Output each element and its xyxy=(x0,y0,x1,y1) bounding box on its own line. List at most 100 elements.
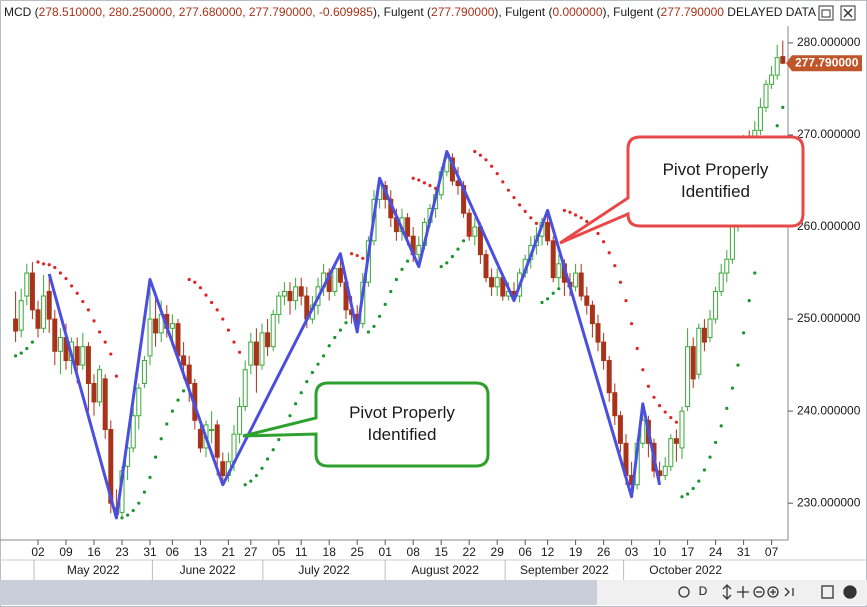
window-buttons[interactable] xyxy=(818,5,856,21)
candle-body xyxy=(276,295,282,315)
header-segment: 278.510000, 280.250000, 277.680000, 277.… xyxy=(39,5,374,19)
palette-icon[interactable] xyxy=(843,585,857,599)
sar-dot xyxy=(394,277,398,282)
sar-dot xyxy=(607,251,611,255)
x-tick-label: 22 xyxy=(463,545,477,559)
sar-dot xyxy=(775,124,779,128)
sar-dot xyxy=(70,284,74,288)
sar-dot xyxy=(428,183,432,188)
x-tick-label: 21 xyxy=(222,545,236,559)
x-tick-label: 31 xyxy=(143,545,157,559)
sar-dot xyxy=(540,300,544,305)
sar-dot xyxy=(142,490,146,494)
candle-body xyxy=(293,286,299,302)
x-tick-label: 08 xyxy=(407,545,421,559)
candle-body xyxy=(147,318,153,357)
settings-icon[interactable] xyxy=(678,586,690,598)
candle-body xyxy=(332,267,338,292)
month-label: October 2022 xyxy=(649,563,722,577)
sar-dot xyxy=(462,239,466,243)
candle-body xyxy=(662,465,668,477)
sar-dot xyxy=(747,299,751,303)
zoom-in-plus xyxy=(770,589,776,595)
sar-dot xyxy=(669,415,673,420)
restore-button[interactable] xyxy=(818,5,834,21)
sar-dot xyxy=(176,398,180,402)
candle-body xyxy=(35,309,41,329)
candle-body xyxy=(102,378,108,431)
list-icon[interactable] xyxy=(821,585,834,599)
candle-body xyxy=(550,240,556,279)
sar-dot xyxy=(518,203,522,207)
period-button[interactable]: D xyxy=(699,584,708,598)
y-tick-label: 230.000000 xyxy=(797,495,861,509)
sar-dot xyxy=(378,314,382,318)
close-icon xyxy=(843,8,853,18)
callout-box xyxy=(559,135,805,245)
zoom-in-icon[interactable] xyxy=(767,586,779,598)
candle-body xyxy=(701,327,707,343)
candle-body xyxy=(584,295,590,306)
sar-dot xyxy=(344,321,348,325)
candle-body xyxy=(253,341,259,366)
x-tick-label: 05 xyxy=(272,545,286,559)
sar-dot xyxy=(148,475,152,480)
navigator[interactable] xyxy=(0,580,597,605)
candle-body xyxy=(489,277,495,288)
candle-body xyxy=(668,438,674,467)
sar-dot xyxy=(92,319,96,323)
candle-body xyxy=(74,346,80,366)
sar-dot xyxy=(602,240,606,244)
candle-body xyxy=(52,318,58,352)
candle-body xyxy=(97,369,103,403)
sar-dot xyxy=(742,331,746,335)
sar-dot xyxy=(187,277,191,282)
header-segment: ), Fulgent ( xyxy=(373,5,431,19)
sar-dot xyxy=(411,176,415,180)
sar-dot xyxy=(277,438,281,442)
header-segment: MCD ( xyxy=(4,5,39,19)
y-tick-label: 260.000000 xyxy=(797,219,861,233)
x-tick-label: 23 xyxy=(115,545,129,559)
sar-dot xyxy=(439,264,443,269)
last-price-label: 277.790000 xyxy=(795,55,859,69)
sar-dot xyxy=(288,414,292,418)
header-segment: 277.790000 xyxy=(661,5,725,19)
sar-dot xyxy=(254,473,258,478)
sar-dot xyxy=(114,374,118,378)
y-tick-label: 250.000000 xyxy=(797,311,861,325)
candle-body xyxy=(729,226,735,260)
sar-dot xyxy=(574,213,578,217)
candle-body xyxy=(416,244,422,256)
sar-dot xyxy=(165,422,169,426)
sar-dot xyxy=(702,468,707,472)
scale-icon[interactable] xyxy=(722,584,732,600)
sar-dot xyxy=(75,291,79,295)
candle-body xyxy=(270,313,276,348)
plot-area: 230.000000 240.000000 250.000000 260.000000… xyxy=(13,35,862,580)
candle-body xyxy=(606,359,612,394)
candle-body xyxy=(197,429,203,449)
sar-dot xyxy=(445,261,449,265)
sar-dot xyxy=(680,495,684,499)
candle-body xyxy=(265,332,271,348)
candle-body xyxy=(494,277,500,288)
zoom-out-icon[interactable] xyxy=(753,586,765,598)
sar-dot xyxy=(238,350,242,354)
candle-body xyxy=(220,461,226,477)
month-label: May 2022 xyxy=(67,563,120,577)
month-label: July 2022 xyxy=(298,563,350,577)
sar-dot xyxy=(42,262,46,266)
sar-dot xyxy=(512,195,516,200)
sar-dot xyxy=(529,216,533,220)
pan-icon[interactable] xyxy=(737,586,749,598)
sar-dot xyxy=(456,247,460,251)
sar-dot xyxy=(109,352,113,356)
x-tick-label: 27 xyxy=(244,545,258,559)
sar-dot xyxy=(53,265,57,270)
candle-body xyxy=(780,56,786,64)
x-tick-label: 01 xyxy=(379,545,393,559)
end-icon[interactable] xyxy=(784,587,794,597)
sar-dot xyxy=(697,479,701,483)
